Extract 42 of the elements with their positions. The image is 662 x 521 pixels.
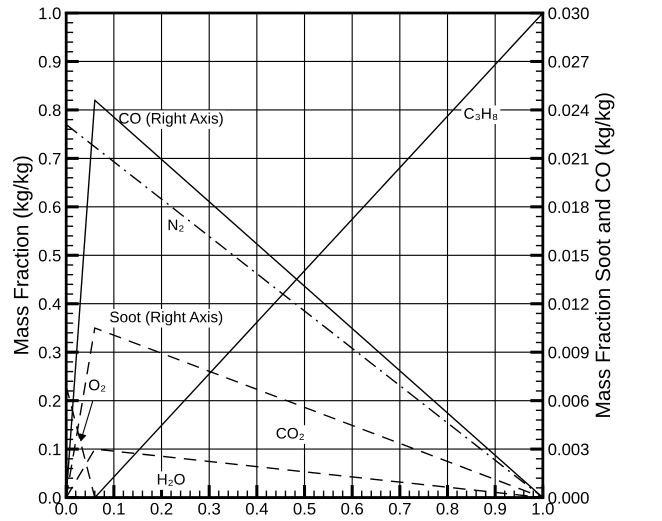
x-tick-label: 0.0	[55, 502, 78, 515]
y-tick-label: 1.0	[39, 7, 61, 20]
y-tick-label: 0.5	[38, 250, 61, 262]
y2-tick-label: 0.009	[548, 346, 589, 358]
x-tick-label: 0.4	[246, 502, 268, 515]
x-tick-label: 0.5	[294, 502, 316, 515]
y-tick-label: 0.2	[38, 395, 61, 407]
y-tick-label: 0.7	[38, 152, 61, 165]
y2-axis-title: Mass Fraction Soot and CO (kg/kg)	[594, 93, 614, 417]
x-tick-label: 0.2	[150, 502, 172, 515]
x-tick-label: 0.3	[198, 502, 220, 515]
annotation: N₂	[168, 220, 184, 232]
y2-tick-label: 0.015	[548, 250, 589, 262]
y-tick-label: 0.8	[38, 104, 61, 116]
y2-tick-label: 0.024	[548, 104, 589, 116]
y-tick-label: 0.4	[38, 298, 61, 310]
x-tick-label: 0.1	[102, 502, 125, 515]
annotation: O₂	[88, 380, 106, 392]
y2-tick-label: 0.000	[548, 492, 589, 504]
annotation: CO₂	[276, 428, 304, 440]
y-axis-title: Mass Fraction (kg/kg)	[13, 156, 33, 354]
annotation: C₃H₈	[464, 108, 498, 120]
x-tick-label: 0.6	[341, 502, 364, 515]
x-tick-label: 0.9	[484, 502, 506, 515]
y-tick-label: 0.3	[38, 346, 61, 358]
y-tick-label: 0.1	[38, 444, 61, 456]
x-tick-label: 0.8	[436, 502, 458, 515]
y2-tick-label: 0.030	[548, 7, 589, 20]
y-tick-label: 0.9	[38, 56, 61, 68]
y2-tick-label: 0.012	[548, 298, 589, 310]
y2-tick-label: 0.027	[548, 56, 589, 68]
annotation: Soot (Right Axis)	[110, 311, 222, 326]
x-tick-label: 1.0	[532, 502, 554, 515]
y2-tick-label: 0.006	[548, 395, 589, 407]
y2-tick-label: 0.003	[548, 444, 589, 456]
y-tick-label: 0.6	[38, 201, 61, 214]
y2-tick-label: 0.018	[548, 201, 589, 214]
y2-tick-label: 0.021	[548, 152, 589, 165]
x-tick-label: 0.7	[388, 502, 411, 515]
annotation: H₂O	[158, 474, 185, 486]
y-tick-label: 0.0	[38, 492, 61, 504]
annotation: CO (Right Axis)	[119, 112, 223, 127]
